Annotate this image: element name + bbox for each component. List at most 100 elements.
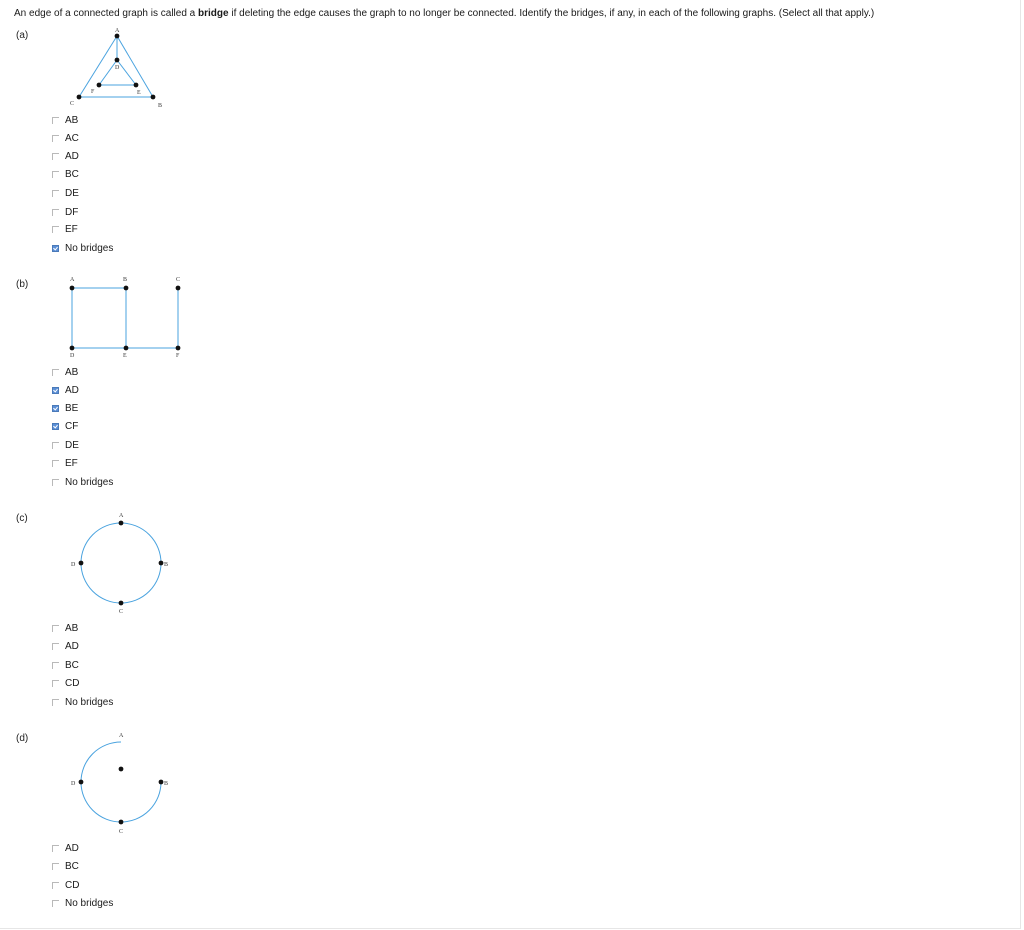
vertex-b-F	[175, 345, 181, 351]
label-a-A: A	[115, 28, 120, 34]
checkbox[interactable]	[52, 189, 59, 197]
checkbox[interactable]	[52, 170, 59, 178]
label-c-D: D	[71, 562, 76, 568]
option-label: AB	[65, 114, 79, 126]
vertex-a-E	[133, 82, 139, 88]
label-a-F: F	[91, 89, 95, 95]
option-a-bc[interactable]: BC	[52, 167, 79, 181]
label-a-B: B	[158, 103, 162, 109]
option-label: AD	[65, 150, 79, 162]
part-c-label: (c)	[16, 513, 28, 524]
option-label: AD	[65, 640, 79, 652]
edge-a-ab	[116, 35, 154, 98]
option-b-no-bridges[interactable]: No bridges	[52, 475, 113, 489]
option-a-ad[interactable]: AD	[52, 149, 79, 163]
vertex-a-C	[76, 94, 82, 100]
label-a-C: C	[70, 101, 74, 107]
label-d-D: D	[71, 781, 76, 787]
option-d-cd[interactable]: CD	[52, 878, 79, 892]
checkbox[interactable]	[52, 225, 59, 233]
checkbox[interactable]	[52, 661, 59, 669]
option-label: DE	[65, 187, 79, 199]
option-label: CD	[65, 677, 80, 689]
checkbox[interactable]	[52, 881, 59, 889]
option-c-ab[interactable]: AB	[52, 621, 78, 635]
option-d-no-bridges[interactable]: No bridges	[52, 896, 113, 910]
option-a-ac[interactable]: AC	[52, 131, 79, 145]
edge-a-ac	[78, 35, 118, 98]
checkbox[interactable]	[52, 642, 59, 650]
vertex-b-A	[69, 285, 75, 291]
graph-a: A B C D E F	[70, 28, 162, 109]
option-label: AB	[65, 622, 79, 634]
prompt-text-start: An edge of a connected graph is called a	[14, 8, 199, 19]
label-a-D: D	[115, 65, 120, 71]
option-a-ab[interactable]: AB	[52, 113, 78, 127]
option-b-cf[interactable]: CF	[52, 419, 78, 433]
option-c-ad[interactable]: AD	[52, 639, 79, 653]
option-label: AB	[65, 366, 79, 378]
vertex-d-A	[118, 766, 124, 772]
checkbox[interactable]	[52, 698, 59, 706]
prompt-text-end: if deleting the edge causes the graph to…	[228, 8, 875, 19]
edge-d-ad	[80, 741, 122, 783]
edge-d-cd	[80, 781, 122, 823]
option-b-be[interactable]: BE	[52, 401, 78, 415]
option-label: CD	[65, 879, 80, 891]
option-a-df[interactable]: DF	[52, 205, 78, 219]
label-b-F: F	[176, 353, 180, 359]
checkbox[interactable]	[52, 459, 59, 467]
checkbox[interactable]	[52, 899, 59, 907]
option-c-cd[interactable]: CD	[52, 676, 79, 690]
part-a-label: (a)	[16, 30, 29, 41]
option-label: No bridges	[65, 476, 114, 488]
vertex-d-D	[78, 779, 84, 785]
vertex-a-F	[96, 82, 102, 88]
option-c-bc[interactable]: BC	[52, 658, 79, 672]
option-b-ad[interactable]: AD	[52, 383, 79, 397]
vertex-d-B	[158, 779, 164, 785]
vertex-a-D	[114, 57, 120, 63]
checkbox[interactable]	[52, 386, 59, 394]
vertex-b-B	[123, 285, 129, 291]
label-b-E: E	[123, 353, 127, 359]
option-label: No bridges	[65, 696, 114, 708]
option-label: CF	[65, 420, 79, 432]
checkbox[interactable]	[52, 208, 59, 216]
vertex-c-D	[78, 560, 84, 566]
checkbox[interactable]	[52, 679, 59, 687]
option-label: No bridges	[65, 897, 114, 909]
option-label: AC	[65, 132, 79, 144]
checkbox[interactable]	[52, 441, 59, 449]
checkbox[interactable]	[52, 244, 59, 252]
prompt-bold-term: bridge	[198, 8, 229, 19]
vertex-a-A	[114, 33, 120, 39]
checkbox[interactable]	[52, 404, 59, 412]
checkbox[interactable]	[52, 422, 59, 430]
vertex-c-C	[118, 600, 124, 606]
option-label: DF	[65, 206, 79, 218]
label-d-A: A	[119, 733, 124, 739]
checkbox[interactable]	[52, 624, 59, 632]
option-b-de[interactable]: DE	[52, 438, 79, 452]
option-b-ab[interactable]: AB	[52, 365, 78, 379]
label-c-C: C	[119, 609, 123, 615]
option-a-de[interactable]: DE	[52, 186, 79, 200]
label-c-B: B	[164, 562, 168, 568]
part-b-label: (b)	[16, 279, 29, 290]
option-d-ad[interactable]: AD	[52, 841, 79, 855]
graph-d: A B C D	[71, 733, 168, 835]
option-a-ef[interactable]: EF	[52, 222, 78, 236]
checkbox[interactable]	[52, 844, 59, 852]
checkbox[interactable]	[52, 116, 59, 124]
option-c-no-bridges[interactable]: No bridges	[52, 695, 113, 709]
checkbox[interactable]	[52, 478, 59, 486]
option-a-no-bridges[interactable]: No bridges	[52, 241, 113, 255]
option-b-ef[interactable]: EF	[52, 456, 78, 470]
option-d-bc[interactable]: BC	[52, 859, 79, 873]
checkbox[interactable]	[52, 134, 59, 142]
checkbox[interactable]	[52, 862, 59, 870]
label-c-A: A	[119, 513, 124, 519]
checkbox[interactable]	[52, 152, 59, 160]
checkbox[interactable]	[52, 368, 59, 376]
